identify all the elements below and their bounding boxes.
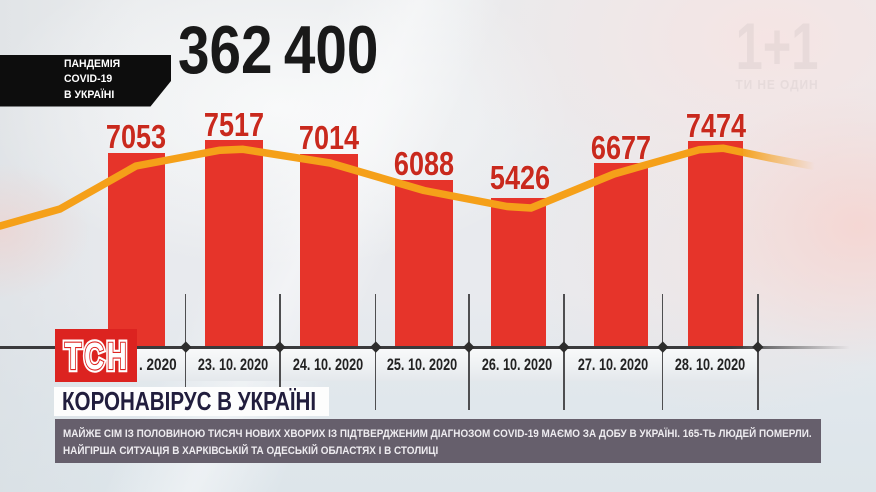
svg-text:ТСН: ТСН [65,336,130,378]
svg-text:ТСН: ТСН [65,336,130,378]
svg-text:ТСН: ТСН [65,336,130,378]
